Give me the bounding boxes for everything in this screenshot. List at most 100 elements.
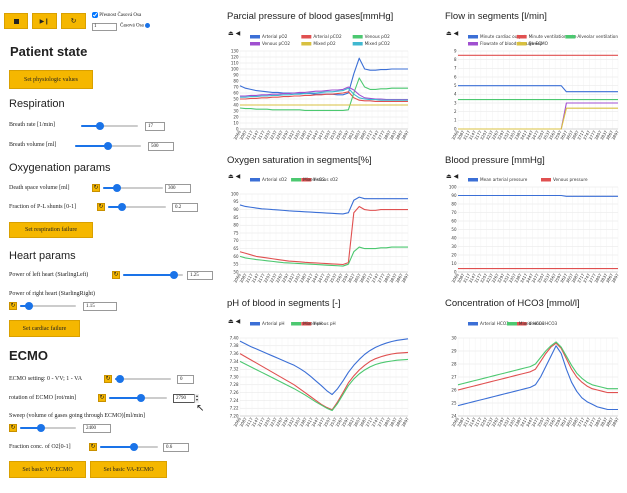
legend-label: Venous pH [313,321,335,326]
stop-button[interactable] [4,13,28,29]
y-tick-label: 50 [233,96,239,101]
set-vv-ecmo-button[interactable]: Set basic VV-ECMO [9,461,86,478]
x-tick-label: 3117 [244,272,254,284]
legend-label: Venous sO2 [313,177,338,182]
x-tick-label: 3117 [244,129,254,141]
x-tick-label: 3237 [268,416,278,428]
refresh-button[interactable]: ↻ [61,13,86,29]
x-tick-label: 3747 [582,416,592,428]
chart-controls-icon[interactable]: ⏏ ◀ [228,30,241,37]
x-tick-label: 3537 [542,272,552,284]
dead-space-reset-button[interactable]: ↻ [92,184,100,192]
set-va-ecmo-button[interactable]: Set basic VA-ECMO [90,461,167,478]
x-tick-label: 3717 [364,129,374,141]
set-physiologic-button[interactable]: Set physiologic values [9,70,93,89]
x-tick-label: 3867 [394,129,404,141]
legend-swatch [301,35,312,39]
y-tick-label: 7.28 [230,382,239,387]
legend-swatch [516,42,527,46]
sweep-slider[interactable] [20,424,76,432]
step-button[interactable]: ▶❙ [32,13,57,29]
o2-fraction-reset-button[interactable]: ↻ [89,443,97,451]
y-tick-label: 7.38 [230,343,239,348]
ecmo-setting-reset-button[interactable]: ↻ [104,375,112,383]
hco3-chart: Arterial HCO3 Venous HCO3 Mixed HCO3 24 25 26… [444,318,620,436]
x-tick-label: 3657 [565,272,575,284]
chart-svg: Mean arterial pressure Venous pressure 0 10… [449,177,620,284]
partial-pressure-chart: Arterial pO2 Arterial pCO2 Venous pO2 Venou… [226,31,410,149]
shunt-reset-button[interactable]: ↻ [97,203,105,211]
x-tick-label: 3807 [593,129,603,141]
refresh-icon: ↻ [70,17,77,25]
x-tick-label: 3777 [588,129,598,141]
right-heart-input[interactable]: 1.15 [83,302,117,311]
breath-volume-slider[interactable] [75,142,141,150]
chart-controls-icon[interactable]: ⏏ ◀ [446,173,459,180]
y-tick-label: 100 [449,184,457,189]
sweep-input[interactable]: 2400 [83,424,111,433]
o2-fraction-input[interactable]: 0.6 [163,443,189,452]
right-heart-slider[interactable] [20,302,76,310]
o2-fraction-slider[interactable] [100,443,158,451]
chart-controls-icon[interactable]: ⏏ ◀ [228,318,241,325]
ecmo-rotation-spinner[interactable]: ▴ ▾ [194,393,199,403]
time-axis-radio[interactable] [145,23,150,28]
x-tick-label: 3507 [322,272,332,284]
dead-space-slider[interactable] [103,184,163,192]
breath-rate-slider[interactable] [81,122,138,130]
y-tick-label: 60 [233,90,239,95]
dead-space-input[interactable]: 300 [165,184,191,193]
x-tick-label: 3267 [274,129,284,141]
x-tick-label: 3567 [548,129,558,141]
ecmo-setting-input[interactable]: 0 [177,375,194,384]
precision-checkbox[interactable] [92,12,98,18]
sweep-reset-button[interactable]: ↻ [9,424,17,432]
ecmo-setting-slider[interactable] [115,375,171,383]
x-tick-label: 3237 [485,272,495,284]
legend-label: Arterial pCO2 [313,34,342,39]
breath-rate-input[interactable]: 17 [145,122,165,131]
x-tick-label: 3867 [605,416,615,428]
y-tick-label: 7.34 [230,359,239,364]
ecmo-rotation-slider[interactable] [109,394,167,402]
x-tick-label: 3567 [334,129,344,141]
x-tick-label: 3087 [238,416,248,428]
chart-controls-icon[interactable]: ⏏ ◀ [446,30,459,37]
x-tick-label: 3357 [508,129,518,141]
options-area: Přesnost Časová Osa [92,12,141,18]
x-tick-label: 3177 [473,416,483,428]
x-tick-label: 3477 [530,416,540,428]
left-heart-slider[interactable] [123,271,183,279]
series-line-1 [239,196,408,215]
x-tick-label: 3147 [468,416,478,428]
set-cardiac-failure-button[interactable]: Set cardiac failure [9,320,80,337]
left-heart-reset-button[interactable]: ↻ [112,271,120,279]
time-scale-input[interactable]: 1 [92,23,117,31]
x-tick-label: 3837 [388,272,398,284]
x-tick-label: 3177 [256,272,266,284]
x-tick-label: 3060 [232,272,242,284]
left-heart-input[interactable]: 1.25 [187,271,213,280]
y-tick-label: 0 [454,269,457,274]
set-respiration-failure-button[interactable]: Set respiration failure [9,222,93,238]
legend-label: Mixed sO2 [303,177,325,182]
chart-controls-icon[interactable]: ⏏ ◀ [228,173,241,180]
right-heart-reset-button[interactable]: ↻ [9,302,17,310]
shunt-input[interactable]: 0.2 [172,203,198,212]
shunt-slider[interactable] [108,203,166,211]
x-tick-label: 3507 [536,129,546,141]
y-tick-label: 7.24 [230,398,239,403]
x-tick-label: 3837 [388,416,398,428]
x-tick-label: 3477 [316,416,326,428]
control-panel: ▶❙ ↻ Přesnost Časová Osa 1 Časová Osa Pa… [0,0,222,493]
x-tick-label: 3537 [328,129,338,141]
mouse-cursor-icon: ↖ [196,403,205,414]
ecmo-rotation-input[interactable]: 2790 [173,394,195,403]
respiration-title: Respiration [9,98,65,110]
breath-volume-input[interactable]: 500 [148,142,174,151]
ecmo-rotation-reset-button[interactable]: ↻ [98,394,106,402]
x-tick-label: 3747 [370,416,380,428]
x-tick-label: 3717 [364,272,374,284]
x-tick-label: 3447 [310,272,320,284]
legend-swatch [352,42,363,46]
